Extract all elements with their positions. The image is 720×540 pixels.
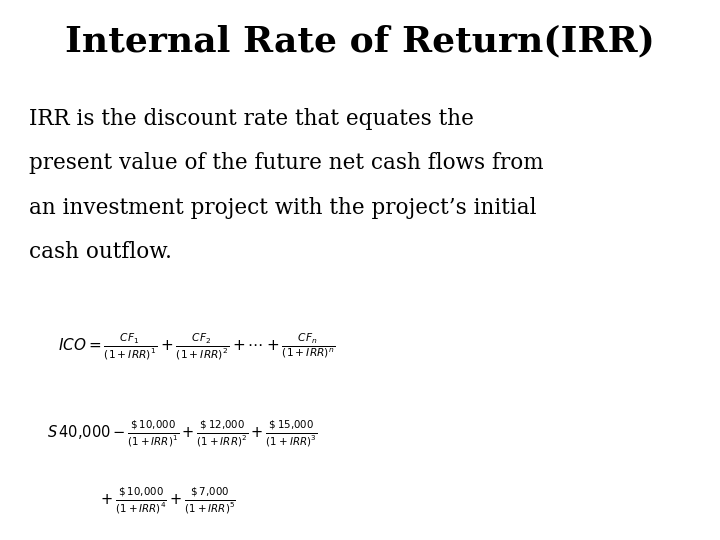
Text: $S\,40{,}000 - \frac{\$\,10{,}000}{(1+IRR)^{1}} + \frac{\$\,12{,}000}{(1+IRR)^{2: $S\,40{,}000 - \frac{\$\,10{,}000}{(1+IR… — [47, 418, 317, 449]
Text: $\quad\quad\quad\;\; + \frac{\$\,10{,}000}{(1+IRR)^{4}} + \frac{\$\,7{,}000}{(1+: $\quad\quad\quad\;\; + \frac{\$\,10{,}00… — [47, 486, 235, 516]
Text: an investment project with the project’s initial: an investment project with the project’s… — [29, 197, 536, 219]
Text: Internal Rate of Return(IRR): Internal Rate of Return(IRR) — [65, 24, 655, 58]
Text: cash outflow.: cash outflow. — [29, 241, 171, 263]
Text: $ICO = \frac{CF_1}{(1 + IRR)^{1}} + \frac{CF_2}{(1 + IRR)^{2}} + \cdots + \frac{: $ICO = \frac{CF_1}{(1 + IRR)^{1}} + \fra… — [58, 332, 335, 362]
Text: IRR is the discount rate that equates the: IRR is the discount rate that equates th… — [29, 108, 474, 130]
Text: present value of the future net cash flows from: present value of the future net cash flo… — [29, 152, 544, 174]
